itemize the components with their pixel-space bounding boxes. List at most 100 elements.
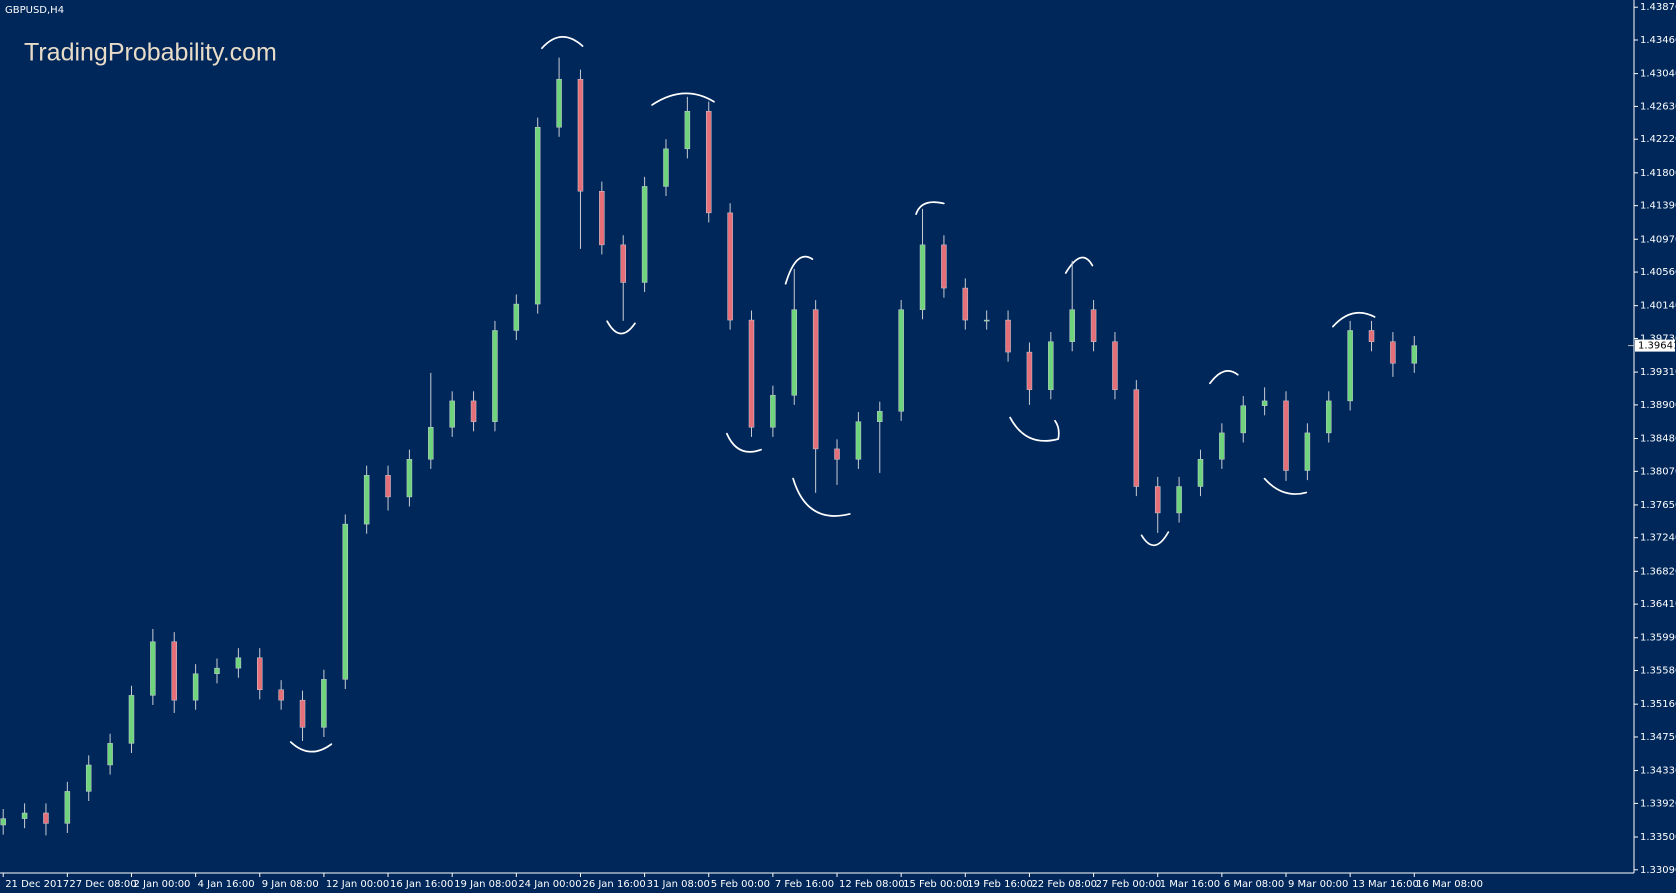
candle-body	[128, 695, 135, 744]
current-price-box	[1635, 339, 1675, 352]
y-tick-label: 1.40140	[1640, 301, 1676, 312]
candle-body	[1197, 459, 1204, 487]
x-tick-label: 27 Dec 08:00	[69, 879, 136, 890]
candle-body	[299, 699, 306, 728]
annotation-arc	[606, 320, 636, 335]
y-tick-label: 1.42630	[1640, 101, 1676, 112]
candle-body	[171, 641, 177, 701]
candle-body	[748, 319, 755, 428]
y-tick-label: 1.43040	[1640, 69, 1676, 80]
x-tick-label: 16 Mar 08:00	[1416, 879, 1483, 890]
y-tick-label: 1.35990	[1640, 633, 1676, 644]
candle-body	[492, 330, 498, 422]
x-tick-label: 9 Jan 08:00	[262, 879, 319, 890]
candle-body	[620, 244, 626, 283]
annotation-arc	[541, 36, 584, 50]
candle-body	[1326, 400, 1332, 434]
candle-body	[428, 427, 434, 460]
candle-body	[1219, 432, 1225, 460]
y-tick-label: 1.38900	[1640, 400, 1676, 411]
y-tick-label: 1.41800	[1640, 168, 1676, 179]
y-tick-label: 1.33090	[1640, 865, 1676, 876]
candle-body	[962, 287, 969, 321]
x-tick-label: 2 Jan 00:00	[133, 879, 190, 890]
annotation-arc	[1332, 311, 1376, 328]
annotation-arc	[1209, 370, 1239, 385]
x-tick-label: 4 Jan 16:00	[198, 879, 255, 890]
candle-body	[855, 421, 862, 460]
candle-body	[1112, 341, 1118, 390]
current-price-label: 1.39641	[1638, 341, 1676, 352]
y-tick-label: 1.36820	[1640, 566, 1676, 577]
candle-body	[192, 673, 199, 701]
candle-body	[85, 764, 92, 792]
annotation-arc	[725, 432, 762, 453]
annotation-arc	[792, 477, 851, 517]
candle-body	[43, 812, 49, 824]
candle-body	[150, 641, 156, 696]
y-tick-label: 1.40560	[1640, 267, 1676, 278]
candle-body	[877, 411, 883, 422]
candle-body	[534, 126, 541, 305]
x-tick-label: 19 Feb 16:00	[967, 879, 1033, 890]
candle-body	[1411, 345, 1418, 364]
candle-body	[64, 791, 71, 824]
y-tick-label: 1.43870	[1640, 2, 1676, 13]
candle-body	[898, 309, 904, 412]
x-tick-label: 12 Jan 00:00	[326, 879, 389, 890]
annotation-arc	[1263, 477, 1308, 495]
y-tick-label: 1.35160	[1640, 699, 1676, 710]
x-tick-label: 22 Feb 08:00	[1031, 879, 1097, 890]
annotation-arc	[1140, 531, 1170, 547]
y-tick-label: 1.33920	[1640, 798, 1676, 809]
x-tick-label: 31 Jan 08:00	[647, 879, 710, 890]
candle-body	[1069, 309, 1075, 342]
annotation-arc	[289, 741, 333, 753]
candle-body	[385, 475, 391, 498]
y-tick-label: 1.36410	[1640, 599, 1676, 610]
candle-body	[406, 459, 413, 498]
hand-drawn-annotations	[289, 36, 1376, 753]
candle-body	[599, 190, 605, 246]
candle-body	[684, 110, 691, 150]
annotation-arc	[1064, 256, 1094, 274]
annotation-arc	[1009, 416, 1060, 442]
candle-body	[1347, 330, 1353, 402]
candle-body	[727, 212, 733, 321]
candle-body	[470, 400, 477, 422]
x-tick-label: 21 Dec 2017	[5, 879, 69, 890]
candle-body	[770, 395, 776, 428]
candle-body	[449, 400, 455, 428]
x-tick-label: 1 Mar 16:00	[1160, 879, 1220, 890]
candle-body	[663, 148, 669, 187]
candle-body	[363, 475, 370, 525]
candle-body	[1090, 309, 1097, 342]
y-tick-label: 1.35580	[1640, 666, 1676, 677]
candle-body	[1368, 330, 1375, 342]
x-tick-label: 19 Jan 08:00	[454, 879, 517, 890]
y-tick-label: 1.38070	[1640, 466, 1676, 477]
annotation-arc	[915, 201, 945, 215]
x-tick-label: 12 Feb 08:00	[839, 879, 905, 890]
candle-body	[812, 309, 819, 450]
watermark: TradingProbability.com	[24, 39, 277, 67]
x-tick-label: 13 Mar 16:00	[1352, 879, 1419, 890]
x-tick-label: 16 Jan 16:00	[390, 879, 453, 890]
x-tick-label: 26 Jan 16:00	[582, 879, 645, 890]
chart-title: GBPUSD,H4	[5, 5, 64, 16]
y-tick-label: 1.37650	[1640, 500, 1676, 511]
candle-body	[1390, 341, 1396, 364]
candle-body	[1005, 319, 1011, 353]
y-tick-label: 1.39730	[1640, 333, 1676, 344]
x-tick-label: 6 Mar 08:00	[1224, 879, 1284, 890]
candle-body	[1261, 400, 1268, 406]
y-tick-label: 1.34750	[1640, 732, 1676, 743]
candle-body	[1048, 341, 1054, 390]
x-tick-label: 24 Jan 00:00	[518, 879, 581, 890]
candle-body	[0, 818, 6, 826]
candle-body	[214, 667, 220, 675]
annotation-arc	[784, 255, 814, 285]
y-tick-label: 1.34330	[1640, 766, 1676, 777]
